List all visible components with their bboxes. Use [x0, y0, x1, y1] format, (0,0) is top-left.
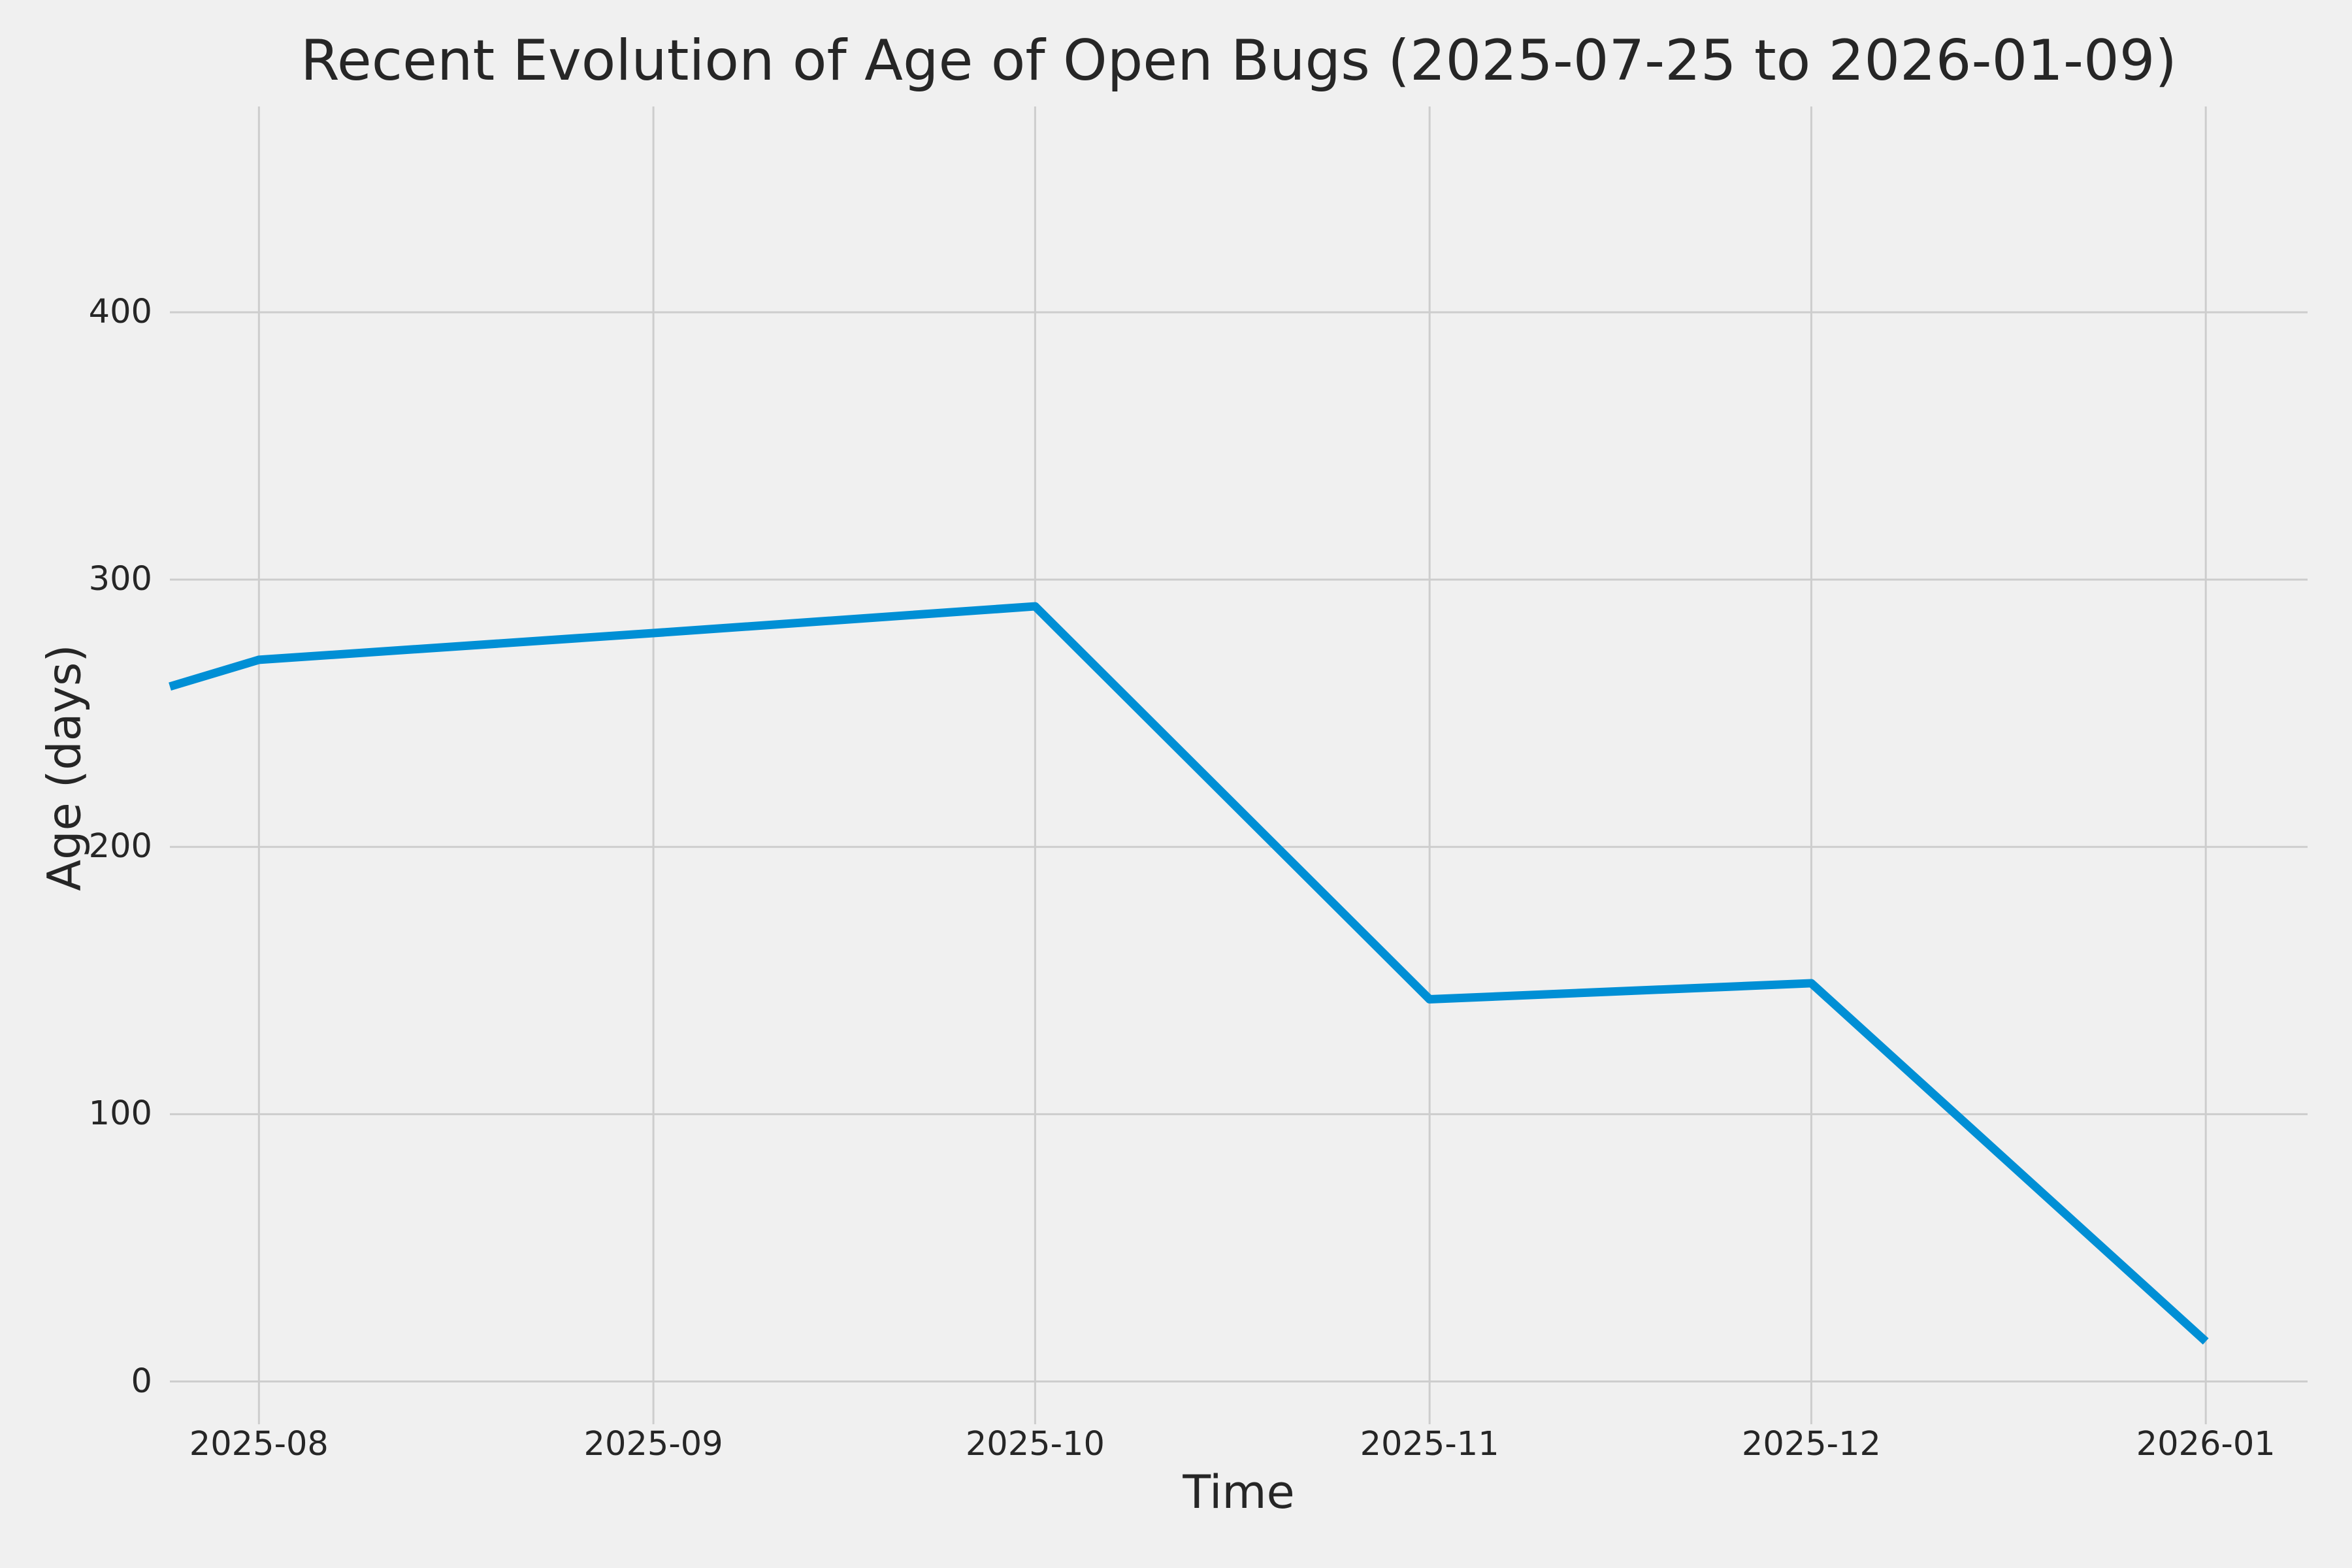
y-tick-label: 400: [88, 293, 152, 332]
x-tick-label: 2025-09: [583, 1425, 723, 1463]
x-tick-label: 2025-08: [189, 1425, 329, 1463]
chart-title: Recent Evolution of Age of Open Bugs (20…: [301, 28, 2177, 93]
x-tick-label: 2026-01: [2136, 1425, 2276, 1463]
data-line-age-of-open-bugs: [169, 602, 2209, 1345]
y-tick-label: 100: [88, 1094, 152, 1134]
x-tick-label: 2025-10: [965, 1425, 1105, 1463]
x-tick-label: 2025-11: [1360, 1425, 1499, 1463]
y-tick-label: 200: [88, 827, 152, 866]
y-tick-label: 0: [131, 1362, 152, 1401]
x-axis-label: Time: [1183, 1465, 1295, 1519]
x-tick-label: 2025-12: [1741, 1425, 1881, 1463]
y-tick-label: 300: [88, 560, 152, 599]
